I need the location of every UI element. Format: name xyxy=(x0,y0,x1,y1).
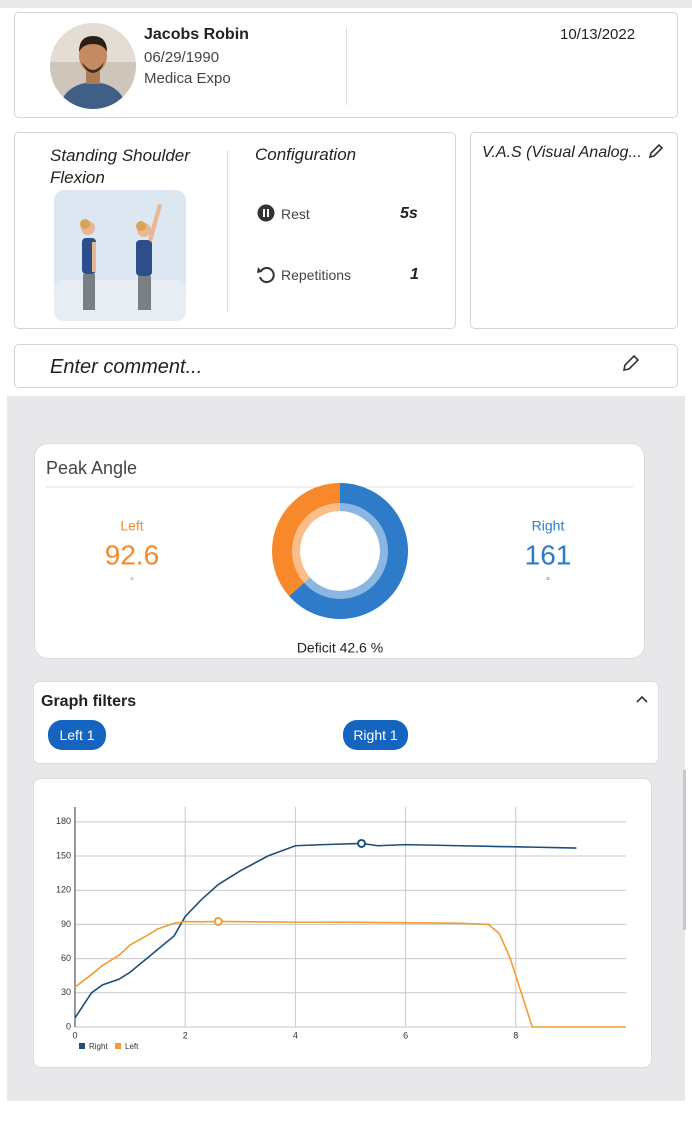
y-tick-label: 30 xyxy=(61,987,71,997)
y-tick-label: 150 xyxy=(56,850,71,860)
divider xyxy=(227,150,228,312)
y-tick-label: 180 xyxy=(56,816,71,826)
x-tick-label: 2 xyxy=(183,1030,188,1040)
deficit: Deficit 42.6 % xyxy=(297,640,383,656)
x-tick-label: 0 xyxy=(72,1030,77,1040)
comment-placeholder: Enter comment... xyxy=(50,356,203,378)
edit-icon[interactable] xyxy=(621,353,641,373)
filter-chip[interactable]: Right 1 xyxy=(343,720,408,750)
graph-filters-card: Graph filters Left 1 Right 1 xyxy=(33,681,659,764)
rest-label: Rest xyxy=(281,206,310,222)
legend-label: Right xyxy=(89,1042,108,1051)
donut-segment xyxy=(272,483,340,597)
peak-angle-card: Peak Angle Left 92.6 ° Right 161 ° Deficit 42.6… xyxy=(34,443,645,659)
line-chart-card: 0 30 60 90 120 150 180 0 2 4 6 8 Right Left xyxy=(33,778,652,1068)
exercise-name: Standing Shoulder Flexion xyxy=(50,146,190,187)
repetitions-value: 1 xyxy=(410,266,419,283)
peak-marker xyxy=(357,838,367,848)
collapse-icon[interactable] xyxy=(636,694,648,704)
side-value: 161 xyxy=(525,539,572,570)
exercise-card: Standing Shoulder Flexion Configuration … xyxy=(14,132,456,329)
y-tick-label: 120 xyxy=(56,885,71,895)
birth-date: 06/29/1990 xyxy=(144,49,220,66)
top-strip xyxy=(0,0,692,8)
comment-box[interactable]: Enter comment... xyxy=(14,344,678,388)
legend-swatch xyxy=(115,1043,121,1049)
side-label: Left xyxy=(120,518,143,534)
repeat-icon xyxy=(257,267,275,284)
vas-title: V.A.S (Visual Analog... xyxy=(482,144,642,161)
location: Medica Expo xyxy=(144,70,231,87)
rest-value: 5s xyxy=(400,205,418,222)
edit-icon[interactable] xyxy=(647,142,665,160)
donut-segment xyxy=(289,483,408,619)
side-unit: ° xyxy=(546,577,550,588)
divider xyxy=(346,27,347,105)
side-value: 92.6 xyxy=(105,539,160,570)
filters-title: Graph filters xyxy=(41,693,137,710)
patient-card: Jacobs Robin 06/29/1990 Medica Expo 10/1… xyxy=(14,12,678,118)
exercise-image xyxy=(54,190,186,321)
side-unit: ° xyxy=(130,577,134,588)
card-title: Peak Angle xyxy=(46,458,137,478)
series-line xyxy=(74,842,577,1019)
peak-marker xyxy=(213,916,223,926)
session-date: 10/13/2022 xyxy=(560,26,636,43)
y-tick-label: 0 xyxy=(66,1021,71,1031)
series-line xyxy=(74,920,626,1028)
x-tick-label: 4 xyxy=(293,1030,298,1040)
x-tick-label: 6 xyxy=(403,1030,408,1040)
donut-inner-ring xyxy=(292,503,388,599)
y-tick-label: 60 xyxy=(61,953,71,963)
line-chart: 0 30 60 90 120 150 180 0 2 4 6 8 Right Left xyxy=(56,807,626,1051)
repetitions-label: Repetitions xyxy=(281,267,352,283)
scrollbar xyxy=(683,770,686,930)
x-tick-label: 8 xyxy=(513,1030,518,1040)
config-title: Configuration xyxy=(255,145,357,164)
patient-name: Jacobs Robin xyxy=(144,26,249,43)
vas-card: V.A.S (Visual Analog... xyxy=(470,132,678,329)
legend-label: Left xyxy=(125,1042,139,1051)
pause-icon xyxy=(257,204,275,222)
legend-swatch xyxy=(79,1043,85,1049)
peak-angle-chart: Peak Angle Left 92.6 ° Right 161 ° Deficit 42.6… xyxy=(46,458,633,656)
avatar xyxy=(50,23,136,109)
y-tick-label: 90 xyxy=(61,919,71,929)
filter-chip[interactable]: Left 1 xyxy=(48,720,106,750)
side-label: Right xyxy=(532,518,565,534)
